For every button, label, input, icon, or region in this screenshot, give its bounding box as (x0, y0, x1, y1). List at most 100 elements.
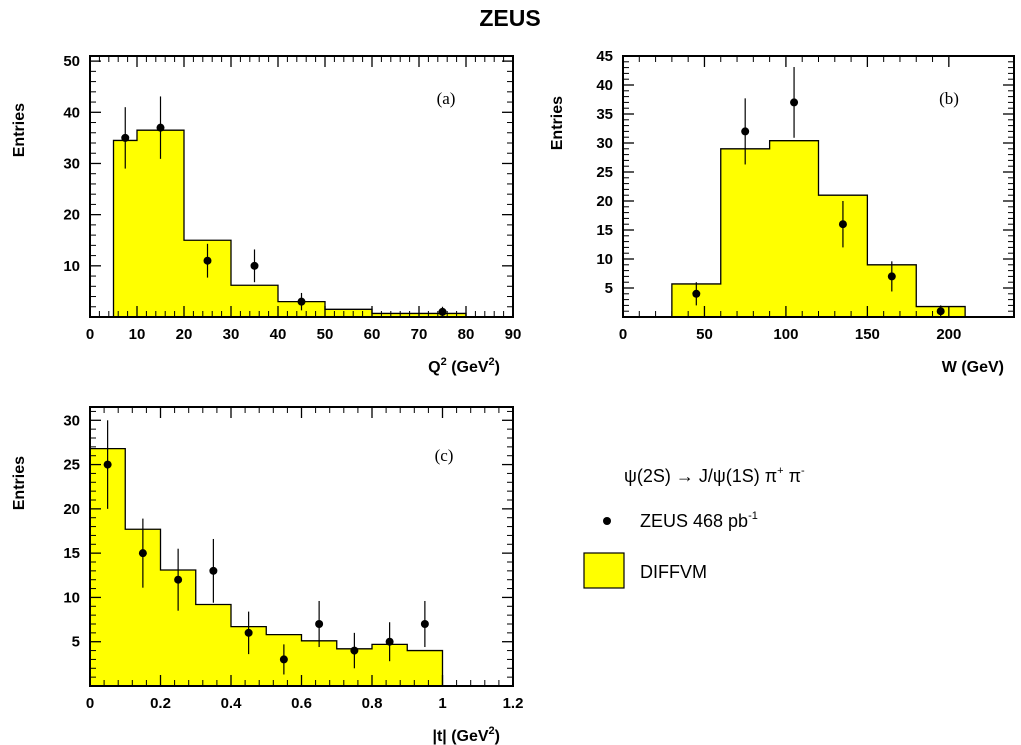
y-tick-label-c-1: 10 (63, 589, 80, 606)
data-point-c-0 (103, 460, 112, 469)
data-point-c-3 (209, 566, 218, 575)
x-tick-label-a-0: 0 (86, 326, 94, 343)
data-point-a-0 (121, 133, 130, 142)
legend-arrow: → (676, 466, 694, 486)
legend-psi-symbol: ψ (624, 466, 637, 486)
y-tick-label-c-0: 5 (72, 634, 80, 651)
x-axis-label-part-a-0: Q (428, 359, 440, 376)
x-tick-label-b-4: 200 (936, 326, 961, 343)
x-tick-label-a-2: 20 (176, 326, 193, 343)
x-axis-label-part-a-1: 2 (441, 356, 447, 368)
x-axis-label-c: |t| (GeV2) (432, 725, 500, 745)
y-axis-label-a: Entries (11, 103, 28, 157)
data-point-b-4 (887, 272, 896, 281)
x-tick-label-c-0: 0 (86, 695, 94, 712)
x-axis-label-part-a-3: 2 (489, 356, 495, 368)
y-tick-label-c-4: 25 (63, 457, 80, 474)
x-tick-label-b-2: 100 (773, 326, 798, 343)
data-point-a-1 (156, 123, 165, 132)
data-point-b-3 (838, 220, 847, 229)
data-point-c-1 (138, 549, 147, 558)
data-point-c-8 (385, 637, 394, 646)
x-axis-label-part-b-0: W (GeV) (942, 359, 1004, 376)
x-axis-label-part-a-4: ) (495, 359, 500, 376)
data-point-c-7 (350, 646, 359, 655)
data-point-a-2 (203, 256, 212, 265)
y-tick-label-b-2: 15 (596, 222, 613, 239)
data-point-c-6 (315, 620, 324, 628)
data-point-c-4 (244, 628, 253, 637)
legend-process-part3: π (784, 466, 801, 486)
legend-process-part1: (2S) (637, 466, 676, 486)
data-point-c-9 (420, 620, 429, 628)
x-tick-label-c-2: 0.4 (221, 695, 243, 712)
x-axis-label-part-a-2: (GeV (447, 359, 489, 376)
x-tick-label-c-1: 0.2 (150, 695, 171, 712)
x-tick-label-c-6: 1.2 (503, 695, 524, 712)
panel-tag-c: (c) (435, 446, 454, 465)
data-point-a-3 (250, 261, 259, 270)
mc-histogram-b (671, 140, 966, 318)
y-tick-label-b-7: 40 (596, 77, 613, 94)
y-axis-label-b: Entries (549, 96, 566, 150)
legend-pi-minus: - (801, 465, 805, 477)
y-tick-label-a-2: 30 (63, 155, 80, 172)
legend: ψ(2S) → J/ψ(1S) π+ π- ZEUS 468 pb-1 DIFF… (583, 465, 805, 589)
y-tick-label-c-2: 15 (63, 545, 80, 562)
y-tick-label-a-1: 20 (63, 207, 80, 224)
panel-c: 0 0.2 0.4 0.6 0.8 1 1.2 5 10 15 20 25 30 (c) Entries |t… (11, 406, 524, 745)
legend-data-label: ZEUS 468 pb-1 (640, 510, 758, 531)
x-tick-label-b-1: 50 (696, 326, 713, 343)
y-tick-label-b-1: 10 (596, 251, 613, 268)
panel-a: 0 10 20 30 40 50 60 70 80 90 10 20 30 40 50 (a) Entries Q… (11, 53, 521, 376)
y-tick-label-b-5: 30 (596, 135, 613, 152)
data-point-c-5 (279, 655, 288, 664)
y-tick-label-c-5: 30 (63, 412, 80, 429)
x-axis-label-a: Q2 (GeV2) (428, 356, 500, 376)
y-tick-label-b-0: 5 (605, 280, 613, 297)
legend-process-part2: J/ψ(1S) π (694, 466, 777, 486)
data-point-a-4 (297, 297, 306, 306)
legend-mc-swatch (583, 552, 625, 589)
figure-title: ZEUS (479, 5, 540, 31)
data-point-b-5 (936, 307, 945, 316)
data-point-b-2 (790, 98, 799, 107)
x-tick-label-a-3: 30 (223, 326, 240, 343)
panel-b: 0 50 100 150 200 5 10 15 20 25 30 35 40 45 (b) Entries W… (549, 48, 1015, 376)
panel-tag-b: (b) (939, 89, 959, 108)
x-tick-label-a-9: 90 (505, 326, 522, 343)
x-tick-label-a-6: 60 (364, 326, 381, 343)
x-axis-label-b: W (GeV) (942, 359, 1004, 376)
data-point-a-5 (438, 307, 447, 316)
legend-data-sup: -1 (748, 510, 758, 522)
y-tick-label-b-8: 45 (596, 48, 613, 65)
data-point-c-2 (174, 575, 183, 584)
legend-process: ψ(2S) → J/ψ(1S) π+ π- (624, 465, 805, 486)
y-tick-label-b-3: 20 (596, 193, 613, 210)
x-tick-label-c-5: 1 (438, 695, 446, 712)
y-tick-label-c-3: 20 (63, 501, 80, 518)
y-tick-label-a-0: 10 (63, 258, 80, 275)
x-axis-label-part-c-2: ) (495, 728, 500, 745)
data-point-b-1 (741, 127, 750, 136)
x-axis-label-part-c-1: 2 (489, 725, 495, 737)
mc-histogram-a (112, 129, 467, 318)
x-axis-label-part-c-0: |t| (GeV (432, 728, 488, 745)
x-tick-label-c-4: 0.8 (362, 695, 383, 712)
legend-mc-label: DIFFVM (640, 562, 707, 582)
x-tick-label-a-1: 10 (129, 326, 146, 343)
y-axis-label-c: Entries (11, 456, 28, 510)
x-tick-label-b-3: 150 (855, 326, 880, 343)
data-point-b-0 (692, 289, 701, 298)
y-tick-label-b-4: 25 (596, 164, 613, 181)
y-tick-label-a-3: 40 (63, 104, 80, 121)
legend-data-marker (603, 517, 611, 525)
x-tick-label-a-7: 70 (411, 326, 428, 343)
legend-data-text: ZEUS 468 pb (640, 511, 748, 531)
x-tick-label-a-5: 50 (317, 326, 334, 343)
mc-histogram-c (89, 447, 444, 687)
y-tick-label-a-4: 50 (63, 53, 80, 70)
plot-frame-a (89, 55, 514, 318)
legend-pi-plus: + (777, 465, 783, 477)
